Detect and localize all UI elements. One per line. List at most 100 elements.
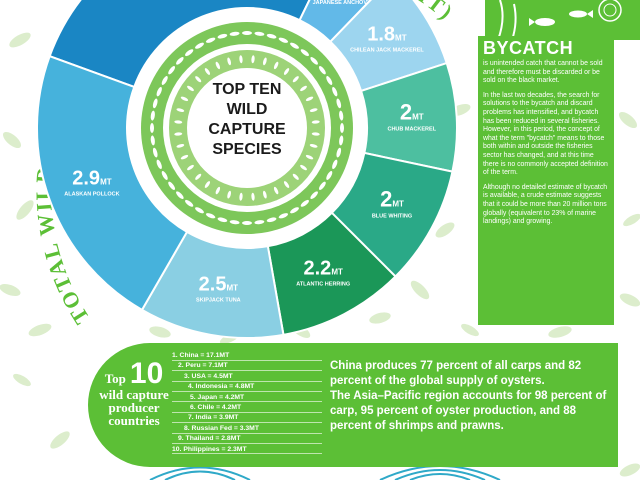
producers-title-line-2: producer (108, 400, 160, 415)
fish-icon (278, 213, 289, 219)
fish-icon (336, 147, 342, 158)
fish-icon (168, 66, 176, 75)
fish-icon (180, 96, 189, 102)
fish-icon (205, 213, 216, 219)
segment-species-name: CHUB MACKEREL (387, 126, 436, 132)
segment-species-name: ALASKAN POLLOCK (64, 191, 119, 197)
fish-icon (185, 199, 194, 207)
fish-icon (273, 61, 279, 70)
segment-species-name: CHILEAN JACK MACKEREL (350, 48, 424, 54)
fish-icon (339, 110, 344, 121)
producer-item: 2. Peru = 7.1MT (172, 362, 322, 371)
fish-school-pattern (150, 31, 344, 225)
bycatch-title: BYCATCH (483, 38, 574, 58)
fish-icon (174, 120, 183, 124)
fish-icon (227, 190, 232, 199)
fish-icon (150, 110, 155, 121)
segment-species-name: SKIPJACK TUNA (196, 297, 241, 303)
producers-title-line-3: countries (108, 413, 160, 428)
fish-icon (242, 31, 252, 35)
fish-icon (217, 217, 228, 223)
producer-item: 1. China = 17.1MT (172, 352, 322, 361)
fish-icon (266, 217, 277, 223)
fish-icon (150, 123, 154, 133)
fish-icon (180, 154, 189, 160)
fish-icon (311, 120, 320, 124)
fish-icon (310, 191, 318, 199)
fish-icon (195, 76, 202, 83)
fish-icon (239, 55, 243, 64)
fish-icon (195, 207, 204, 214)
fish-icon (204, 68, 211, 75)
fish-icon (300, 85, 307, 92)
fish-icon (215, 61, 221, 70)
fish-icon (290, 42, 299, 49)
fish-icon (254, 220, 265, 225)
fish-icon (174, 132, 183, 136)
bycatch-panel: BYCATCH is unintended catch that cannot … (478, 36, 614, 325)
fish-icon (227, 57, 232, 66)
region-facts: China produces 77 percent of all carps a… (322, 343, 618, 467)
wheel-center (187, 68, 307, 188)
fish-icon (326, 171, 333, 180)
asia-pacific-fact: The Asia–Pacific region accounts for 98 … (330, 390, 607, 432)
fish-icon (251, 55, 255, 64)
fish-icon (310, 57, 318, 65)
fish-icon (229, 220, 240, 225)
fish-icon (176, 143, 185, 148)
fish-icon (332, 86, 338, 97)
fish-icon (283, 68, 290, 75)
producer-item: 10. Philippines = 2.3MT (172, 445, 322, 454)
fish-icon (300, 199, 309, 207)
fish-icon (150, 135, 155, 146)
bycatch-paragraph-2: In the last two decades, the search for … (483, 91, 608, 177)
fish-icon (311, 132, 320, 136)
fish-icon (176, 108, 185, 113)
fish-icon (290, 207, 299, 214)
fish-icon (195, 173, 202, 180)
producers-list: 1. China = 17.1MT 2. Peru = 7.1MT 3. USA… (172, 351, 322, 455)
fish-icon (292, 173, 299, 180)
fish-icon (152, 98, 158, 109)
fish-icon (242, 221, 252, 225)
center-title-line-3: CAPTURE (208, 121, 286, 138)
producer-item: 7. India = 3.9MT (172, 414, 322, 423)
fish-icon (262, 57, 267, 66)
fish-icon (318, 66, 326, 75)
wheel-segment (36, 54, 189, 312)
leaf-pattern (0, 32, 640, 477)
top-producers-panel: Top 10 wild capture producer countries 1… (88, 343, 322, 467)
producers-title-number: 10 (129, 357, 164, 390)
fish-icon (185, 49, 194, 57)
fish-icon (152, 147, 158, 158)
fish-icon (339, 135, 344, 146)
producer-item: 5. Japan = 4.2MT (172, 393, 322, 402)
producer-item: 8. Russian Fed = 3.3MT (172, 424, 322, 434)
fish-icon (266, 33, 277, 39)
segment-species-name: ATLANTIC HERRING (296, 281, 350, 287)
fish-icon (187, 85, 194, 92)
fish-icon (168, 181, 176, 190)
fish-icon (156, 159, 162, 170)
fish-icon (254, 31, 265, 36)
producer-item: 9. Thailand = 2.8MT (172, 435, 322, 444)
fish-icon (262, 190, 267, 199)
wave-decoration (149, 465, 501, 480)
fish-icon (273, 186, 279, 195)
producer-item: 3. USA = 4.5MT (172, 372, 322, 382)
fish-icon (300, 164, 307, 171)
fish-icon (195, 42, 204, 49)
fish-icon (318, 181, 326, 190)
fish-icon (229, 31, 240, 36)
fish-icon (161, 76, 168, 85)
producers-title: Top 10 wild capture producer countries (94, 359, 174, 428)
fish-icon (332, 159, 338, 170)
fish-icon (326, 76, 333, 85)
china-fact: China produces 77 percent of all carps a… (330, 360, 582, 387)
wheel-segment (48, 0, 311, 89)
fish-icon (336, 98, 342, 109)
fish-icon (205, 37, 216, 43)
fish-icon (176, 57, 184, 65)
